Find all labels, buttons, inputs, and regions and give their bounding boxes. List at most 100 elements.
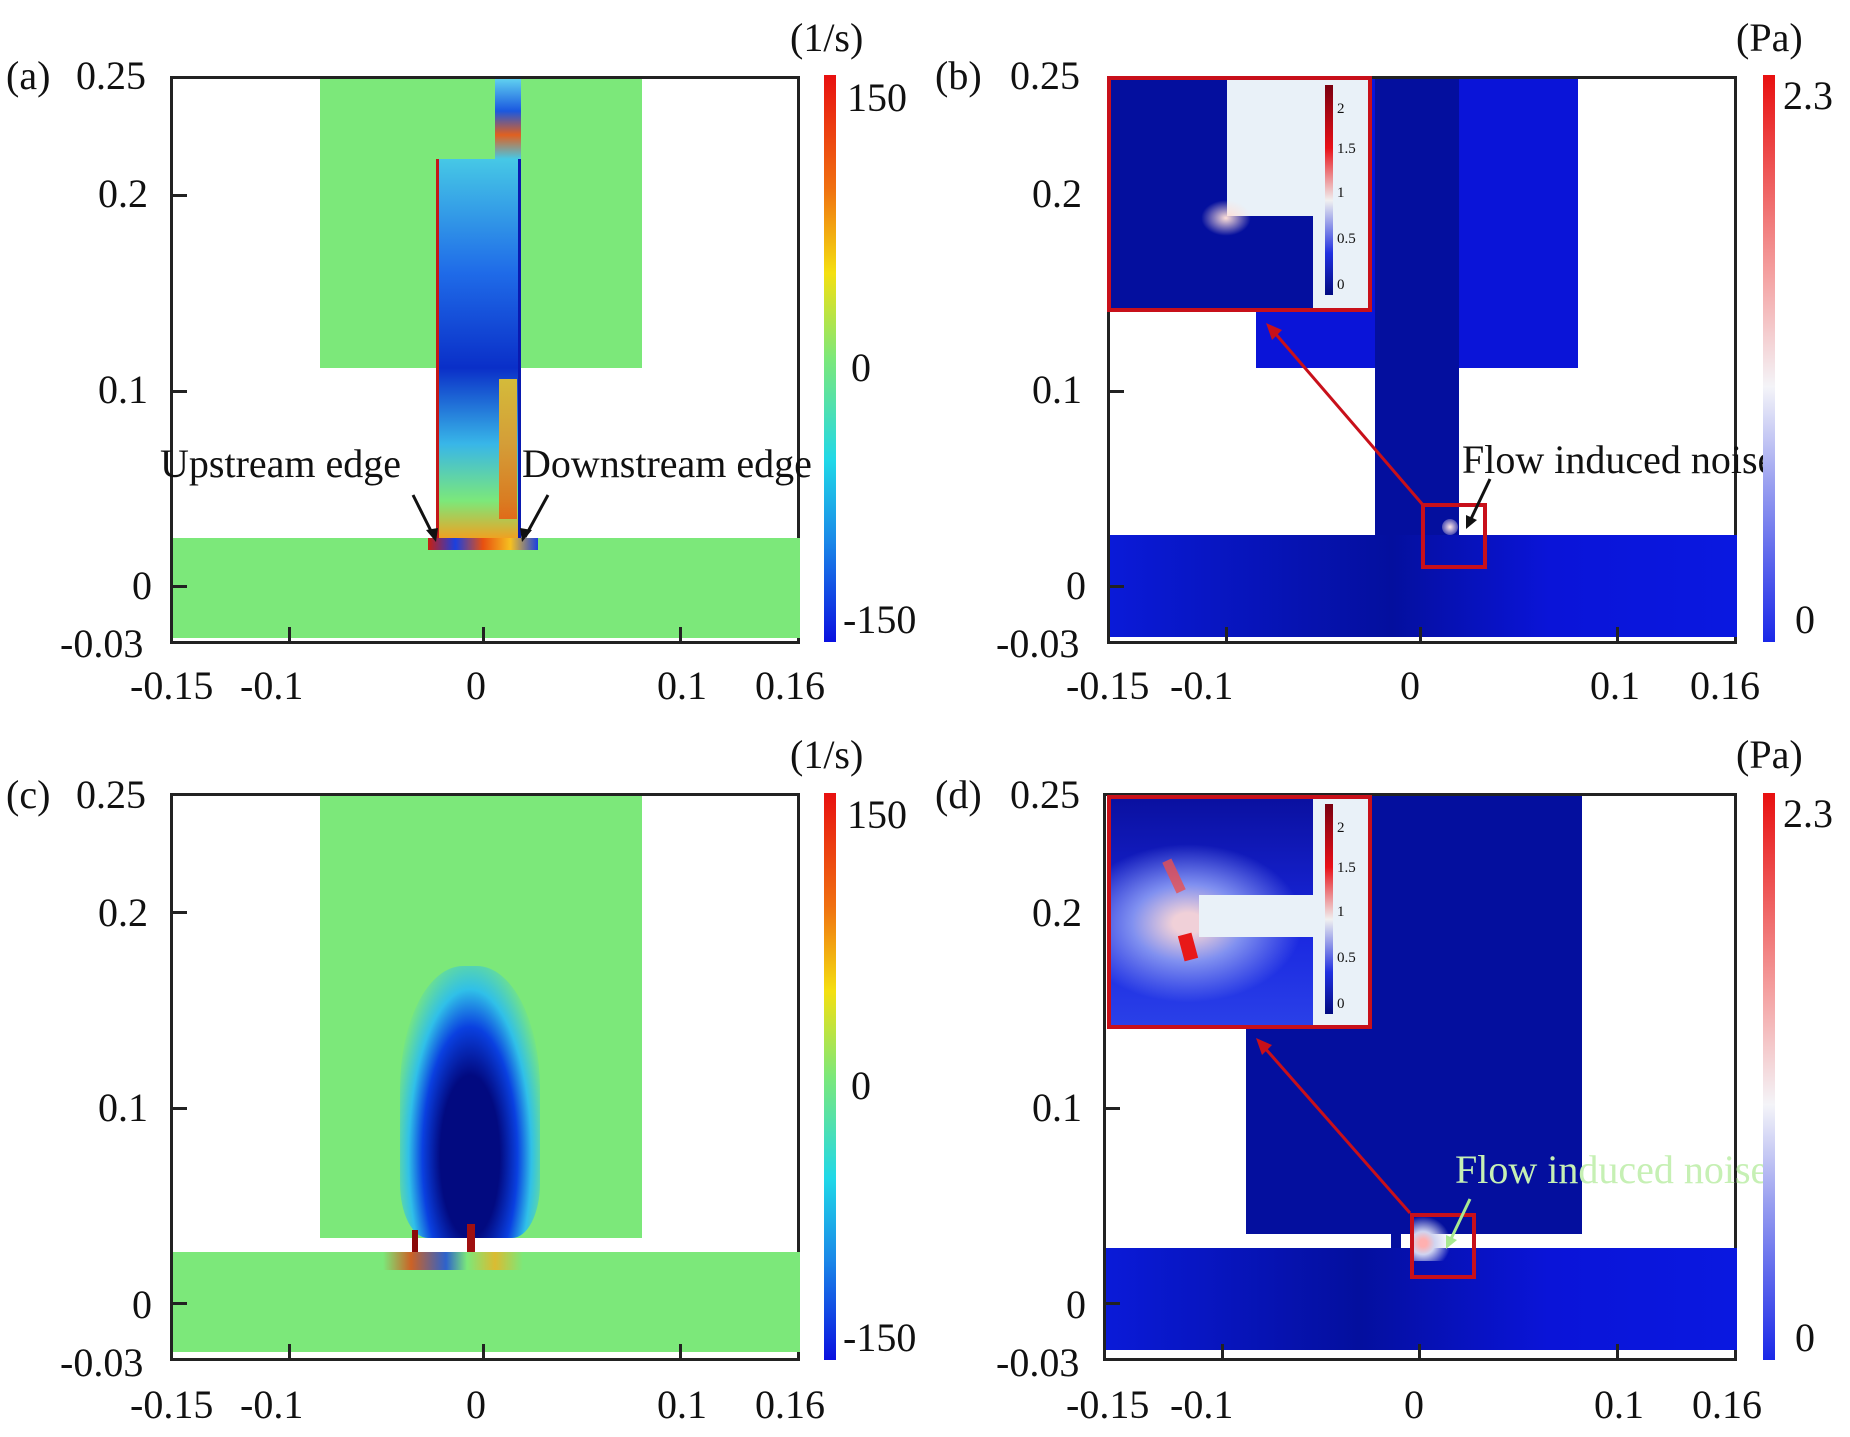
- inset-cbar-bg: [1313, 799, 1368, 1025]
- x-tick: [1221, 1344, 1224, 1358]
- shear-layer: [499, 379, 517, 519]
- inset-colorbar: [1325, 804, 1333, 1014]
- x-tick: [482, 1344, 485, 1358]
- colorbar-min: 0: [1795, 597, 1815, 642]
- x-tick-label: 0.16: [755, 1382, 825, 1427]
- zoom-region-d: [1410, 1213, 1476, 1279]
- y-tick-label: 0.1: [98, 1085, 148, 1130]
- edge-vortices: [428, 538, 538, 550]
- panel-label-c: (c): [6, 772, 51, 817]
- colorbar-d: [1763, 793, 1775, 1360]
- inset-cbar-tick: 1.5: [1337, 141, 1356, 157]
- x-tick: [288, 1344, 291, 1358]
- y-tick: [173, 1107, 187, 1110]
- colorbar-b: [1763, 75, 1775, 642]
- upstream-wall: [436, 159, 439, 539]
- annotation-upstream-edge: Upstream edge: [160, 441, 402, 486]
- annotation-flow-induced-noise: Flow induced noise: [1462, 437, 1776, 482]
- x-tick: [482, 627, 485, 641]
- x-tick-label: 0.1: [1590, 663, 1640, 708]
- vortex-plume: [400, 966, 540, 1238]
- y-tick-label: 0.25: [1010, 772, 1080, 817]
- zoom-inset-b: 2 1.5 1 0.5 0: [1107, 76, 1372, 312]
- x-tick-label: 0.16: [1692, 1382, 1762, 1427]
- x-tick-label: -0.1: [1170, 1382, 1234, 1427]
- x-tick: [679, 1344, 682, 1358]
- x-tick-label: 0.1: [1594, 1382, 1644, 1427]
- colorbar-unit: (Pa): [1736, 732, 1803, 777]
- x-tick: [1616, 627, 1619, 641]
- inset-cbar-tick: 2: [1337, 820, 1345, 836]
- x-tick: [1418, 1344, 1421, 1358]
- x-tick-label: 0: [1400, 663, 1420, 708]
- y-tick: [173, 585, 187, 588]
- y-tick-label: 0: [132, 1282, 152, 1327]
- axes-b: 2 1.5 1 0.5 0: [1107, 76, 1737, 644]
- inset-cbar-bg: [1313, 216, 1368, 308]
- colorbar-max: 2.3: [1783, 73, 1833, 118]
- wake-top: [495, 79, 521, 159]
- colorbar-c: [824, 793, 836, 1360]
- y-tick-label: 0.1: [98, 367, 148, 412]
- colorbar-unit: (Pa): [1736, 15, 1803, 60]
- y-tick-label: 0.25: [76, 772, 146, 817]
- y-tick-label: 0: [1066, 1282, 1086, 1327]
- axes-c: [170, 793, 800, 1361]
- x-tick-label: -0.15: [1066, 663, 1150, 708]
- annotation-downstream-edge: Downstream edge: [522, 441, 812, 486]
- y-tick-label: 0.2: [1032, 171, 1082, 216]
- y-tick-label: 0.1: [1032, 1085, 1082, 1130]
- y-tick-label: 0.2: [1032, 890, 1082, 935]
- zoom-arrow-d: [1256, 1038, 1412, 1214]
- x-tick: [1616, 1344, 1619, 1358]
- downstream-wall: [518, 84, 521, 539]
- neck-wall-right: [467, 1224, 475, 1252]
- y-tick-label: -0.03: [996, 1340, 1080, 1385]
- colorbar-unit: (1/s): [790, 15, 864, 60]
- axes-d: 2 1.5 1 0.5 0: [1103, 793, 1737, 1361]
- colorbar-mid: 0: [851, 345, 871, 390]
- panel-label-b: (b): [935, 53, 982, 98]
- y-tick-label: 0.1: [1032, 367, 1082, 412]
- axes-a: [170, 76, 800, 644]
- y-tick: [1106, 1107, 1120, 1110]
- zoom-inset-d: 2 1.5 1 0.5 0: [1107, 795, 1372, 1029]
- inset-hotspot: [1201, 200, 1251, 236]
- colorbar-a: [824, 75, 836, 642]
- inset-cbar-tick: 1: [1337, 904, 1345, 920]
- y-tick: [173, 390, 187, 393]
- y-tick: [1110, 585, 1124, 588]
- upper-chamber-field: [320, 796, 642, 1238]
- zoom-arrow-b: [1266, 323, 1425, 506]
- edge-vortices: [383, 1252, 523, 1270]
- branch-channel-field: [436, 84, 521, 539]
- x-tick: [288, 627, 291, 641]
- x-tick-label: -0.1: [240, 1382, 304, 1427]
- x-tick-label: -0.1: [240, 663, 304, 708]
- y-tick-label: -0.03: [60, 621, 144, 666]
- neck-wall-left: [412, 1230, 418, 1252]
- inset-cbar-tick: 0: [1337, 277, 1345, 293]
- colorbar-unit: (1/s): [790, 732, 864, 777]
- colorbar-max: 2.3: [1783, 791, 1833, 836]
- x-tick-label: 0: [466, 663, 486, 708]
- annotation-arrow-d: [1446, 1198, 1472, 1249]
- main-duct-field: [1106, 1248, 1737, 1350]
- y-tick-label: -0.03: [996, 621, 1080, 666]
- y-tick-label: -0.03: [60, 1340, 144, 1385]
- inset-wall: [1199, 895, 1319, 937]
- y-tick-label: 0: [1066, 563, 1086, 608]
- y-tick-label: 0: [132, 563, 152, 608]
- inset-cbar-tick: 1.5: [1337, 860, 1356, 876]
- inset-cbar-tick: 1: [1337, 185, 1345, 201]
- inset-cbar-tick: 0.5: [1337, 950, 1356, 966]
- colorbar-max: 150: [847, 75, 907, 120]
- x-tick-label: 0.1: [657, 1382, 707, 1427]
- panel-label-d: (d): [935, 772, 982, 817]
- y-tick-label: 0.2: [98, 890, 148, 935]
- noise-source-hotspot: [1411, 1216, 1451, 1261]
- inset-wall: [1227, 80, 1368, 216]
- y-tick-label: 0.25: [1010, 53, 1080, 98]
- colorbar-max: 150: [847, 792, 907, 837]
- y-tick: [1106, 1302, 1120, 1305]
